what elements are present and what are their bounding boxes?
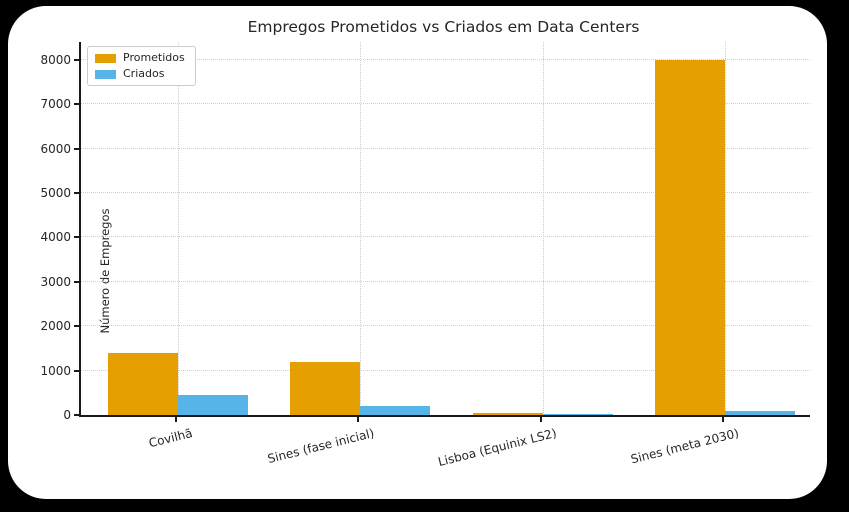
- legend-swatch-icon: [95, 53, 116, 63]
- y-tick-label: 0: [63, 408, 71, 422]
- y-tick-label: 5000: [40, 185, 71, 200]
- gridline-v-2: [542, 42, 544, 415]
- legend-label: Criados: [123, 67, 165, 80]
- y-tick-label: 3000: [40, 274, 71, 289]
- legend-item-prometidos: Prometidos: [95, 52, 185, 64]
- legend-label: Prometidos: [123, 51, 185, 64]
- x-tick-label: Covilhã: [146, 426, 194, 451]
- bar-criados-1: [360, 406, 431, 415]
- y-tick-mark: [74, 236, 79, 239]
- y-tick-mark: [74, 191, 79, 194]
- legend-swatch-icon: [95, 69, 116, 79]
- x-tick-label: Sines (fase inicial): [266, 426, 376, 467]
- x-tick-mark: [357, 417, 360, 422]
- x-tick-label: Sines (meta 2030): [629, 426, 741, 467]
- gridline-h-8000: [81, 58, 810, 60]
- gridline-h-6000: [81, 147, 810, 149]
- gridline-v-3: [724, 42, 726, 415]
- y-tick-mark: [74, 58, 79, 61]
- y-axis-title: Número de Empregos: [98, 208, 112, 334]
- gridline-h-5000: [81, 191, 810, 193]
- y-tick-label: 4000: [40, 230, 71, 245]
- gridline-v-0: [178, 42, 180, 415]
- y-tick-mark: [74, 369, 79, 372]
- bar-prometidos-1: [290, 361, 361, 415]
- y-tick-label: 7000: [40, 97, 71, 112]
- y-tick-mark: [74, 147, 79, 150]
- y-tick-label: 8000: [40, 52, 71, 67]
- bar-prometidos-0: [108, 352, 179, 415]
- y-tick-mark: [74, 325, 79, 328]
- gridline-h-1000: [81, 369, 810, 371]
- plot-area: Número de Empregos Prometidos Criados: [79, 42, 810, 417]
- y-tick-mark: [74, 280, 79, 283]
- y-tick-label: 2000: [40, 319, 71, 334]
- y-tick-mark: [74, 103, 79, 106]
- gridline-v-1: [360, 42, 362, 415]
- x-tick-label: Lisboa (Equinix LS2): [436, 426, 559, 470]
- gridline-h-2000: [81, 325, 810, 327]
- chart-title: Empregos Prometidos vs Criados em Data C…: [247, 18, 640, 36]
- legend-item-criados: Criados: [95, 68, 185, 80]
- bar-prometidos-3: [654, 59, 725, 415]
- bar-criados-2: [542, 413, 613, 415]
- legend: Prometidos Criados: [87, 46, 196, 86]
- gridline-h-3000: [81, 280, 810, 282]
- figure-card: Empregos Prometidos vs Criados em Data C…: [8, 6, 827, 499]
- y-tick-label: 6000: [40, 141, 71, 156]
- gridline-h-7000: [81, 103, 810, 105]
- gridline-h-4000: [81, 236, 810, 238]
- x-tick-mark: [175, 417, 178, 422]
- bar-prometidos-2: [472, 412, 543, 415]
- bar-criados-0: [178, 395, 249, 415]
- bar-criados-3: [724, 410, 795, 415]
- y-tick-label: 1000: [40, 363, 71, 378]
- x-tick-mark: [539, 417, 542, 422]
- x-tick-mark: [721, 417, 724, 422]
- y-tick-mark: [74, 414, 79, 416]
